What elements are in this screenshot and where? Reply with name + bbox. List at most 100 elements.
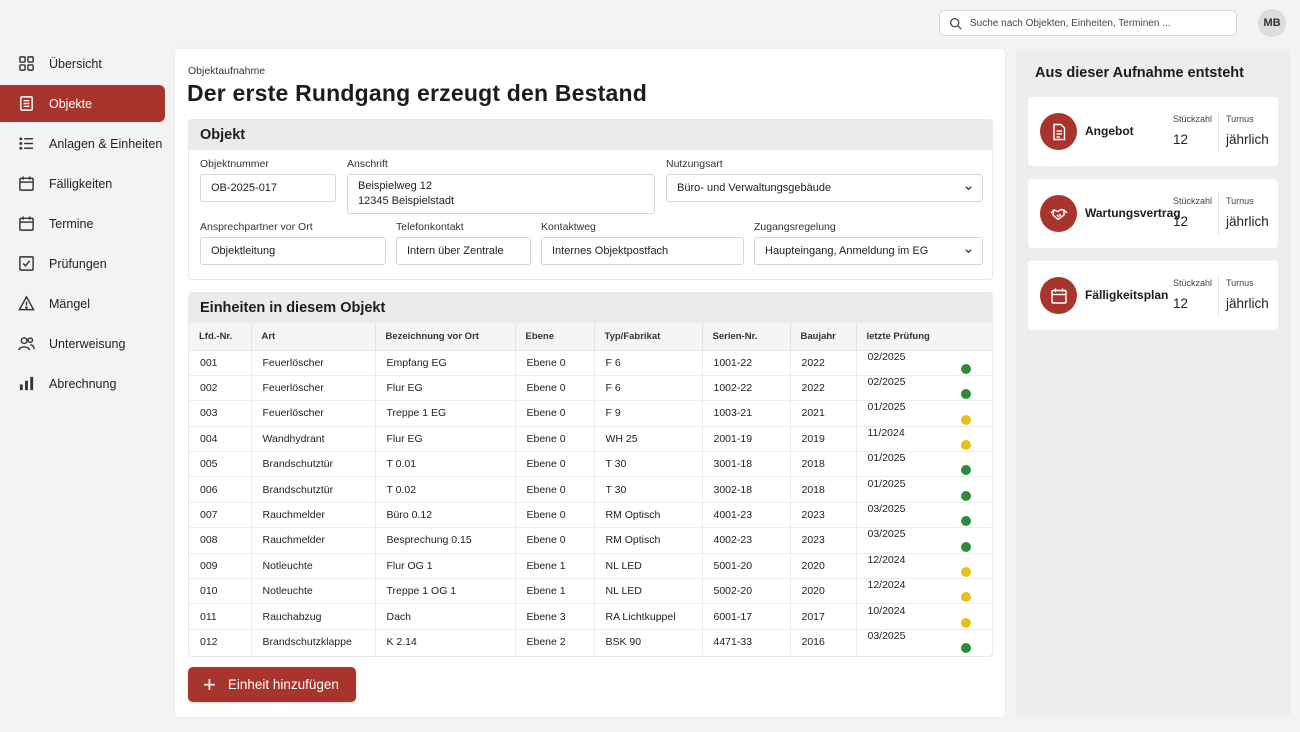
table-header-row: Lfd.-Nr. Art Bezeichnung vor Ort Ebene T… [189,323,992,350]
table-cell-baujahr: 2023 [790,501,857,528]
table-cell-ebene: Ebene 0 [515,476,595,503]
divider [1218,111,1219,153]
sidebar-item-pruefungen[interactable]: Prüfungen [0,245,170,282]
table-cell-ebene: Ebene 0 [515,501,595,528]
column-header[interactable]: Lfd.-Nr. [189,323,252,350]
cell-text: Feuerlöscher [262,382,324,395]
cell-text: 003 [200,407,218,420]
cell-text: 4471-33 [713,636,753,649]
cell-text: 2017 [801,610,825,623]
table-cell-bez: Besprechung 0.15 [375,527,516,554]
table-cell-typ: F 6 [594,349,703,376]
cell-text: 3002-18 [713,483,753,496]
outcome-card-angebot[interactable]: Angebot Stückzahl 12 Turnus jährlich [1028,97,1278,166]
sidebar-item-label: Fälligkeiten [49,176,113,191]
table-cell-typ: WH 25 [594,425,703,452]
telefon-input[interactable]: Intern über Zentrale [396,237,531,265]
field-label: Anschrift [347,158,388,170]
people-icon [18,335,35,352]
qty-value: 12 [1173,214,1189,229]
table-cell-pruefung: 01/2025 [856,451,992,477]
table-row[interactable]: 001 Feuerlöscher Empfang EG Ebene 0 F 6 1001-… [189,349,992,376]
column-header[interactable]: Ebene [515,323,595,350]
table-cell-ebene: Ebene 0 [515,400,595,427]
sidebar-item-label: Prüfungen [49,256,107,271]
table-cell-ebene: Ebene 0 [515,451,595,477]
column-header[interactable]: Baujahr [790,323,857,350]
table-row[interactable]: 011 Rauchabzug Dach Ebene 3 RA Lichtkuppel 60… [189,603,992,630]
avatar[interactable]: MB [1258,9,1286,37]
sidebar-item-uebersicht[interactable]: Übersicht [0,45,170,82]
table-cell-art: Feuerlöscher [251,400,376,427]
table-cell-serie: 3001-18 [702,451,791,477]
sidebar-item-faelligkeiten[interactable]: Fälligkeiten [0,165,170,202]
sidebar-item-abrechnung[interactable]: Abrechnung [0,365,170,402]
cell-text: 005 [200,458,218,471]
column-header[interactable]: letzte Prüfung [856,323,992,350]
kontaktweg-input[interactable]: Internes Objektpostfach [541,237,744,265]
table-row[interactable]: 006 Brandschutztür T 0.02 Ebene 0 T 30 3002-1… [189,476,992,503]
cell-text: 01/2025 [867,452,906,465]
cell-text: 012 [200,636,218,649]
outcome-card-wartungsvertrag[interactable]: Wartungsvertrag Stückzahl 12 Turnus jähr… [1028,179,1278,248]
cell-text: Ebene 0 [526,534,566,547]
qty-value: 12 [1173,296,1189,311]
table-row[interactable]: 012 Brandschutzklappe K 2.14 Ebene 2 BSK 90 4… [189,628,992,655]
column-header[interactable]: Bezeichnung vor Ort [375,323,516,350]
table-row[interactable]: 002 Feuerlöscher Flur EG Ebene 0 F 6 1002-22 2… [189,374,992,401]
outcome-card-faelligkeitsplan[interactable]: Fälligkeitsplan Stückzahl 12 Turnus jähr… [1028,261,1278,330]
zugang-select[interactable]: Haupteingang, Anmeldung im EG [754,237,983,265]
calendar-icon [18,175,35,192]
grid-icon [18,55,35,72]
column-header[interactable]: Art [251,323,376,350]
table-row[interactable]: 008 Rauchmelder Besprechung 0.15 Ebene 0 RM … [189,527,992,554]
select-value: Haupteingang, Anmeldung im EG [765,245,929,257]
table-cell-baujahr: 2022 [790,349,857,376]
objektnummer-field: Objektnummer OB-2025-017 [200,158,336,202]
cell-text: F 9 [605,407,621,420]
sidebar-item-anlagen[interactable]: Anlagen & Einheiten [0,125,170,162]
table-cell-typ: F 6 [594,374,703,401]
table-cell-ebene: Ebene 1 [515,552,595,579]
table-cell-serie: 5001-20 [702,552,791,579]
table-cell-art: Rauchmelder [251,501,376,528]
table-cell-bez: K 2.14 [375,628,516,655]
cell-text: 02/2025 [867,350,906,363]
sidebar-item-maengel[interactable]: Mängel [0,285,170,322]
cell-text: Feuerlöscher [262,407,324,420]
cell-text: Feuerlöscher [262,356,324,369]
table-row[interactable]: 009 Notleuchte Flur OG 1 Ebene 1 NL LED 5001-… [189,552,992,579]
field-label: Objektnummer [200,158,269,170]
table-row[interactable]: 007 Rauchmelder Büro 0.12 Ebene 0 RM Optisch… [189,501,992,528]
table-row[interactable]: 003 Feuerlöscher Treppe 1 EG Ebene 0 F 9 1003… [189,400,992,427]
table-cell-typ: NL LED [594,578,703,604]
cell-text: Brandschutztür [262,483,334,496]
search-input[interactable] [970,17,1220,29]
column-header[interactable]: Serien-Nr. [702,323,791,350]
object-section: Objekt Objektnummer OB-2025-017 Anschrif… [188,119,993,280]
ansprechpartner-input[interactable]: Objektleitung [200,237,386,265]
column-header[interactable]: Typ/Fabrikat [594,323,703,350]
cell-text: Rauchmelder [262,509,325,522]
cell-text: Empfang EG [386,356,447,369]
table-row[interactable]: 004 Wandhydrant Flur EG Ebene 0 WH 25 2001-19… [189,425,992,452]
table-row[interactable]: 010 Notleuchte Treppe 1 OG 1 Ebene 1 NL LED 5… [189,578,992,604]
handshake-icon [1040,195,1077,232]
sidebar-item-unterweisung[interactable]: Unterweisung [0,325,170,362]
add-unit-button[interactable]: + Einheit hinzufügen [188,667,356,702]
table-row[interactable]: 005 Brandschutztür T 0.01 Ebene 0 T 30 3001-1… [189,451,992,477]
cell-text: 2018 [801,483,825,496]
status-dot [960,490,971,501]
anschrift-input[interactable]: Beispielweg 12 12345 Beispielstadt [347,174,655,214]
cell-text: Ebene 1 [526,559,566,572]
sidebar-item-objekte[interactable]: Objekte [0,85,165,122]
document-icon [1040,113,1077,150]
sidebar-item-termine[interactable]: Termine [0,205,170,242]
nutzungsart-select[interactable]: Büro- und Verwaltungsgebäude [666,174,983,202]
table-cell-art: Wandhydrant [251,425,376,452]
search-bar[interactable] [939,10,1237,36]
table-cell-typ: BSK 90 [594,628,703,655]
cell-text: Treppe 1 OG 1 [386,585,457,598]
table-cell-nr: 003 [189,400,252,427]
objektnummer-input[interactable]: OB-2025-017 [200,174,336,202]
